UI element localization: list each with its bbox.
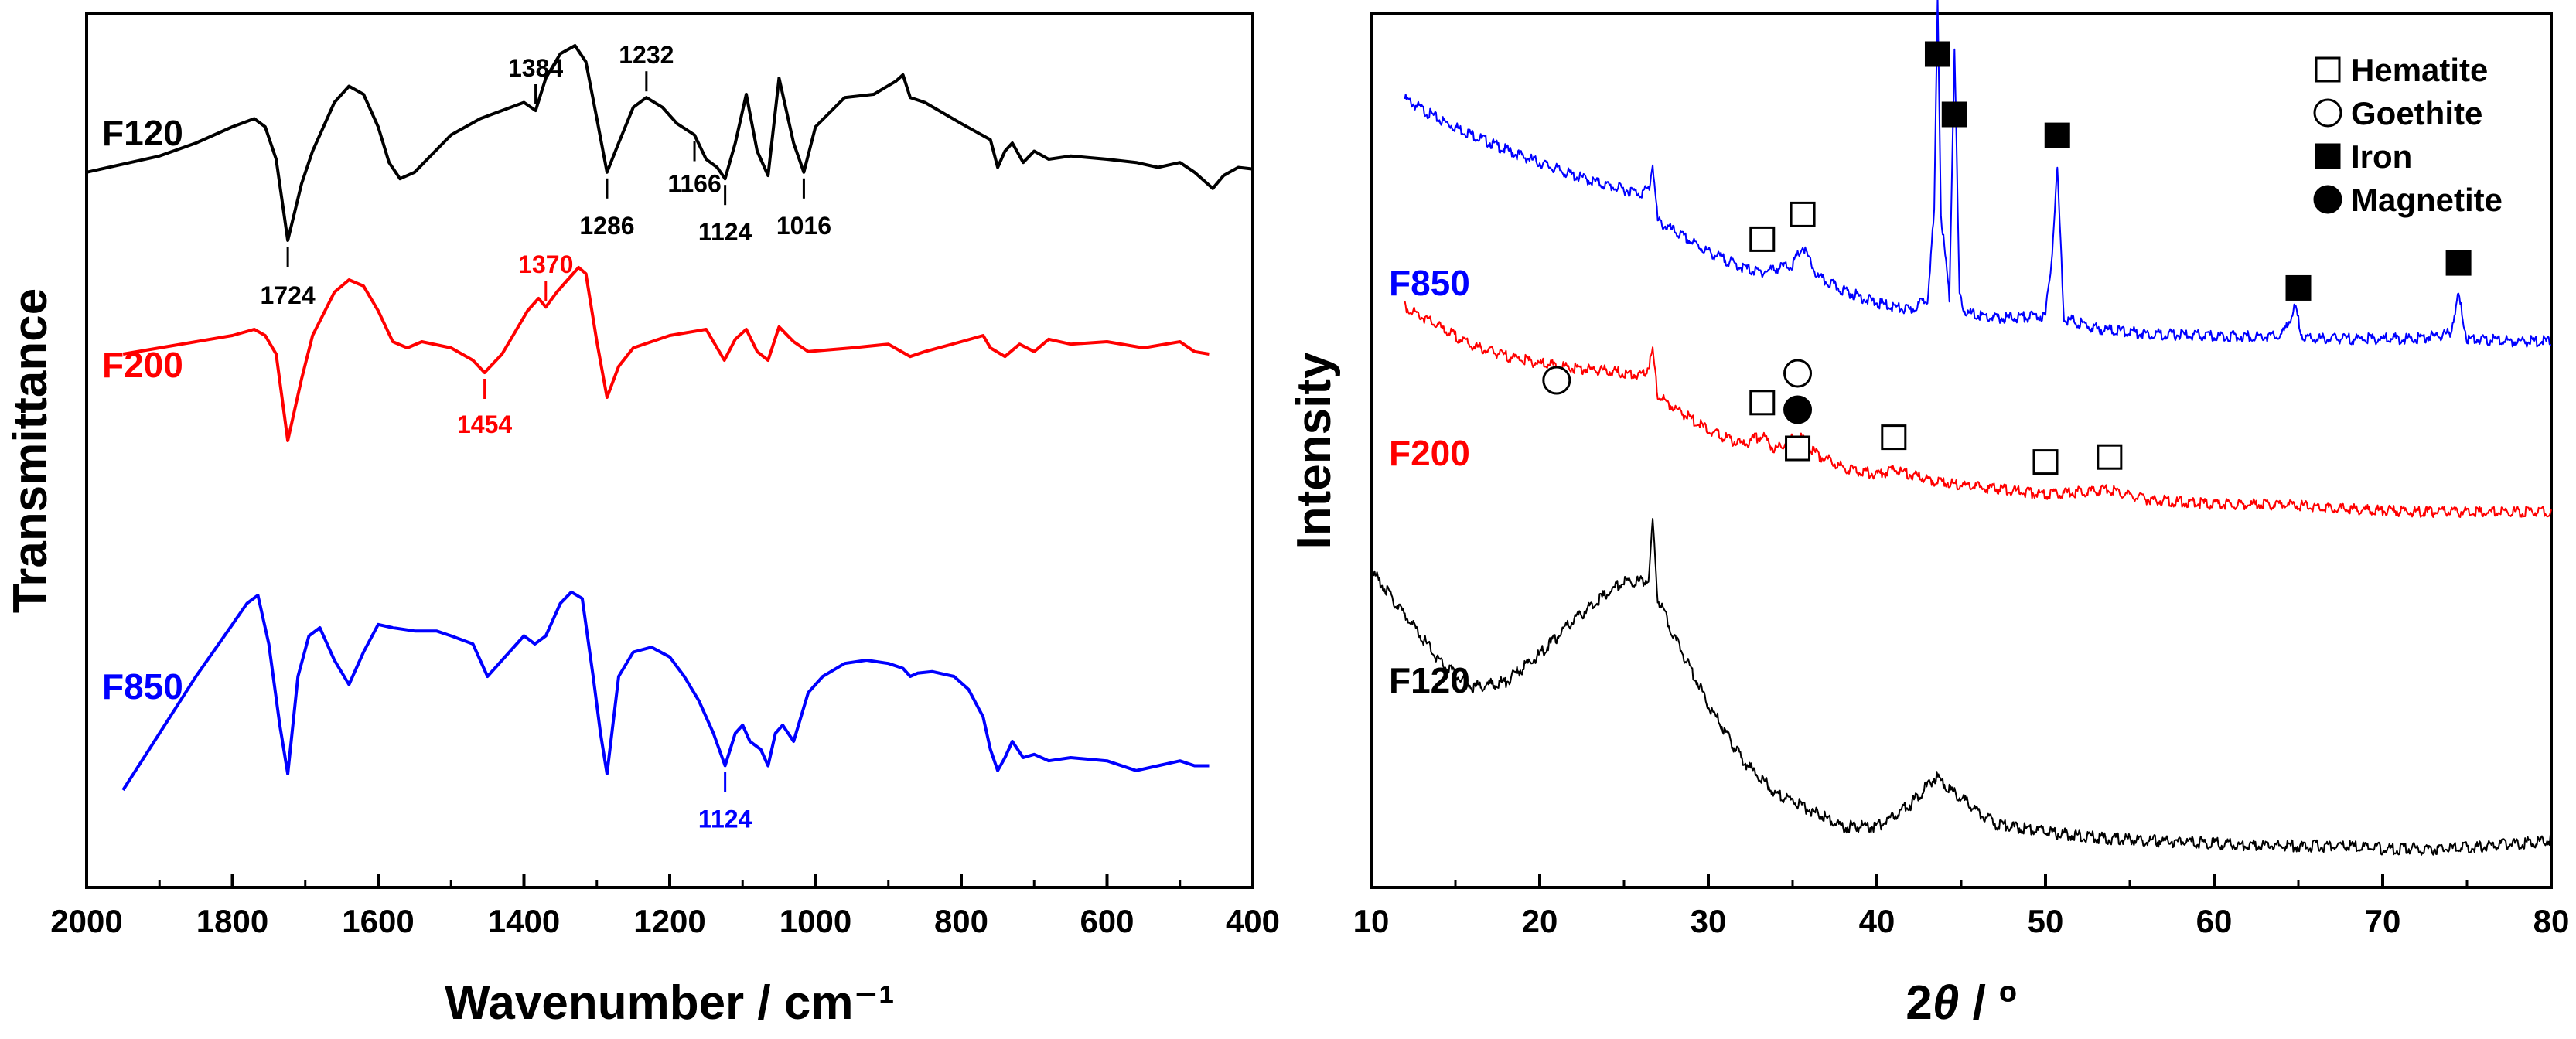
xrd-phase-marker-open-circle [1542,366,1571,395]
ir-x-tick-label: 2000 [50,903,122,939]
ir-peak-label-1370: 1370 [518,250,573,278]
legend-goethite-icon [2313,98,2342,128]
ir-x-tick-label: 400 [1226,903,1280,939]
ir-peak-label-1166: 1166 [667,170,721,198]
xrd-series-f120-line [1370,518,2552,856]
legend-goethite-label: Goethite [2351,95,2482,131]
ir-x-tick-label: 1200 [633,903,705,939]
ir-peak-label-1232: 1232 [619,41,674,69]
xrd-pattern-panel: 10 20 30 40 50 60 70 80 2θ / º Intensity F850 F200 F… [1288,0,2569,1030]
ir-series-label-f120: F120 [102,113,183,153]
ir-y-axis-title: Transmittance [4,288,57,613]
xrd-phase-marker-filled-square [1941,101,1967,128]
ir-peak-label-1286: 1286 [579,212,634,240]
xrd-x-axis-title-suffix: / º [1959,976,2016,1030]
xrd-phase-marker-open-circle [1783,359,1813,388]
xrd-series-label-f200: F200 [1389,433,1470,473]
ir-peak-label-1384: 1384 [508,54,563,82]
ir-series-f850-line [121,590,1210,792]
xrd-phase-marker-filled-square [1924,41,1950,67]
xrd-series-label-f120: F120 [1389,660,1470,700]
ir-series-label-f850: F850 [102,666,183,707]
xrd-phase-marker-filled-square [2445,250,2472,276]
xrd-x-tick-label: 60 [2196,903,2233,939]
xrd-x-tick-label: 20 [1522,903,1558,939]
xrd-x-tick-label: 10 [1353,903,1390,939]
ir-x-tick-label: 800 [934,903,988,939]
legend-hematite-icon [2315,56,2341,83]
legend-magnetite-icon [2313,185,2342,214]
xrd-x-tick-label: 30 [1691,903,1727,939]
xrd-phase-marker-filled-circle [1783,395,1813,424]
xrd-x-axis-title: 2θ / º [1906,976,2016,1030]
ir-x-tick-label: 1800 [196,903,268,939]
xrd-series-f200-line [1404,301,2552,518]
xrd-x-tick-label: 80 [2533,903,2570,939]
xrd-phase-marker-open-square [1749,390,1776,416]
xrd-x-axis-title-prefix: 2 [1906,976,1932,1030]
xrd-phase-marker-filled-square [2044,122,2070,148]
xrd-phase-marker-open-square [1790,201,1816,227]
xrd-x-tick-label: 40 [1859,903,1895,939]
xrd-x-tick-label: 50 [2028,903,2064,939]
ir-series-f200-line [122,266,1210,442]
legend-iron-icon [2315,143,2341,169]
xrd-y-axis-title: Intensity [1288,352,1341,549]
ir-spectrum-panel: 2000 1800 1600 1400 1200 1000 800 600 400 Wavenum… [4,12,1280,1030]
xrd-phase-marker-open-square [2032,449,2059,475]
ir-peak-label-1724: 1724 [261,281,316,309]
ir-peak-label-1454: 1454 [457,410,512,438]
xrd-series-f850-line [1404,0,2551,348]
ir-x-tick-label: 1000 [780,903,851,939]
ir-peak-label-1124: 1124 [698,218,752,246]
xrd-legend: Hematite Goethite Iron Magnetite [2313,52,2503,218]
ir-x-tick-label: 600 [1080,903,1134,939]
ir-x-tick-label: 1600 [342,903,414,939]
xrd-phase-marker-open-square [1881,424,1907,451]
xrd-phase-marker-open-square [1749,226,1776,252]
legend-hematite-label: Hematite [2351,52,2488,88]
xrd-phase-marker-open-square [2097,444,2123,470]
ir-x-axis-title: Wavenumber / cm⁻¹ [445,976,895,1030]
legend-iron-label: Iron [2351,138,2412,175]
ir-peak-label-1124: 1124 [698,806,752,833]
ir-series-label-f200: F200 [102,345,183,385]
ir-plot-frame [85,12,1254,889]
xrd-x-tick-label: 70 [2365,903,2401,939]
legend-magnetite-label: Magnetite [2351,182,2503,218]
xrd-x-axis-title-theta: θ [1933,976,1960,1030]
xrd-series-label-f850: F850 [1389,263,1470,303]
xrd-phase-marker-open-square [1785,435,1811,462]
ir-series-f120-line [86,44,1254,242]
ir-peak-label-1016: 1016 [776,212,831,240]
ir-x-tick-label: 1400 [488,903,560,939]
xrd-phase-marker-filled-square [2285,274,2312,301]
